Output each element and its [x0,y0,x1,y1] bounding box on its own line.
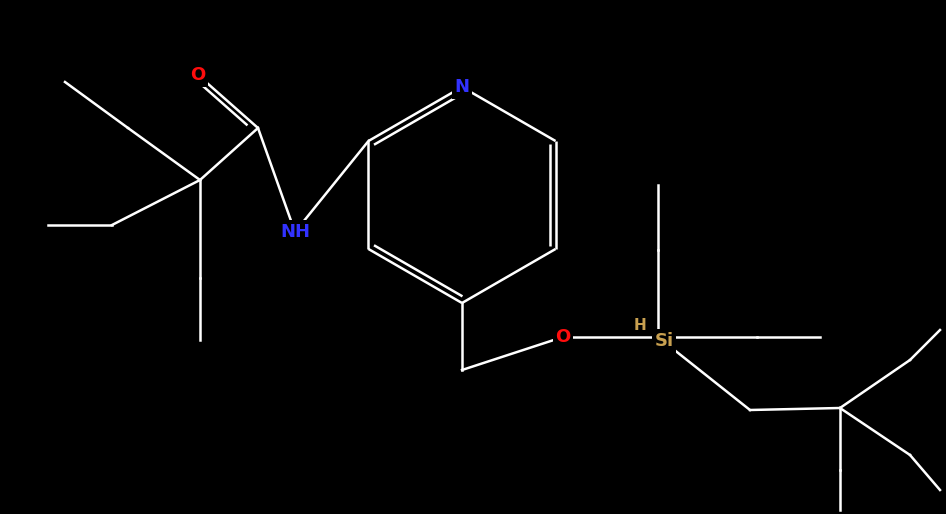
Text: H: H [634,318,646,333]
Text: N: N [454,78,469,96]
Text: Si: Si [655,332,674,350]
Text: O: O [555,328,570,346]
Text: O: O [190,66,205,84]
Text: NH: NH [280,223,310,241]
